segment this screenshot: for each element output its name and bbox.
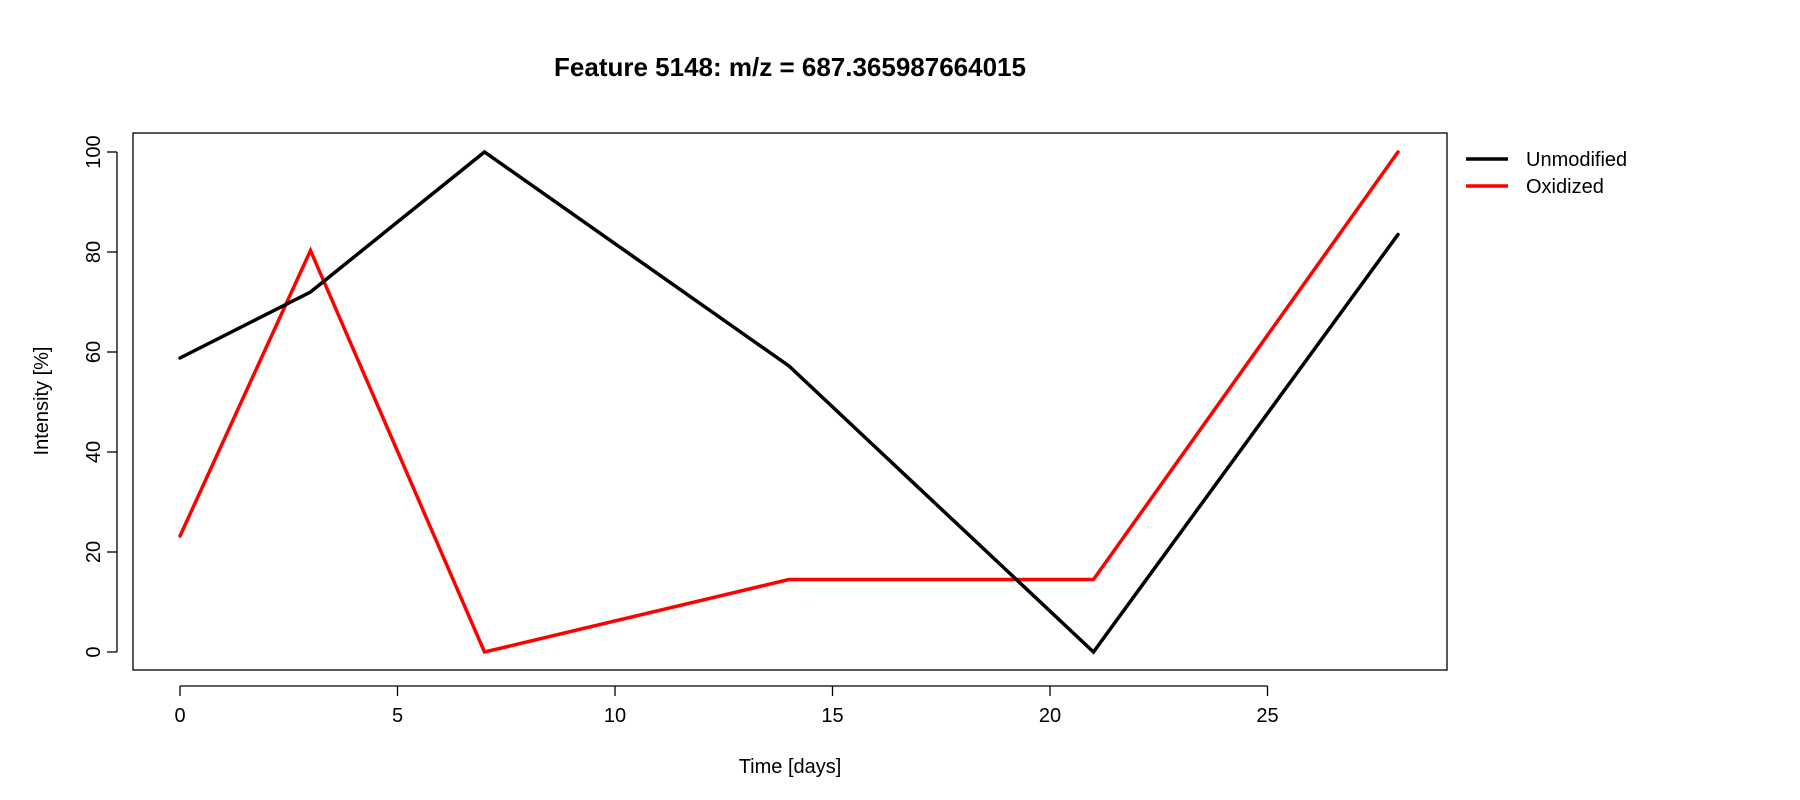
y-tick-label: 0 (83, 646, 105, 657)
x-tick-label: 20 (1039, 705, 1061, 727)
y-axis: 0 20 40 60 80 100 (83, 135, 118, 658)
plot-frame (132, 132, 1448, 671)
y-tick-label: 20 (83, 541, 105, 563)
legend-label-unmodified: Unmodified (1526, 149, 1627, 171)
legend-label-oxidized: Oxidized (1526, 176, 1604, 198)
x-tick-label: 0 (174, 705, 185, 727)
x-tick-label: 5 (392, 705, 403, 727)
series-lines (178, 149, 1400, 655)
y-axis-label: Intensity [%] (31, 347, 53, 456)
legend: Unmodified Oxidized (1466, 149, 1627, 198)
y-tick-label: 40 (83, 441, 105, 463)
chart-title: Feature 5148: m/z = 687.365987664015 (554, 52, 1026, 82)
y-tick-label: 80 (83, 241, 105, 263)
x-tick-label: 25 (1256, 705, 1278, 727)
series-line-oxidized (178, 150, 1400, 655)
x-tick-label: 15 (821, 705, 843, 727)
y-tick-label: 100 (83, 135, 105, 168)
y-tick-label: 60 (83, 341, 105, 363)
x-tick-label: 10 (604, 705, 626, 727)
x-axis: 0 5 10 15 20 25 (174, 685, 1279, 727)
series-line-unmodified (178, 149, 1400, 655)
x-axis-label: Time [days] (739, 756, 842, 778)
